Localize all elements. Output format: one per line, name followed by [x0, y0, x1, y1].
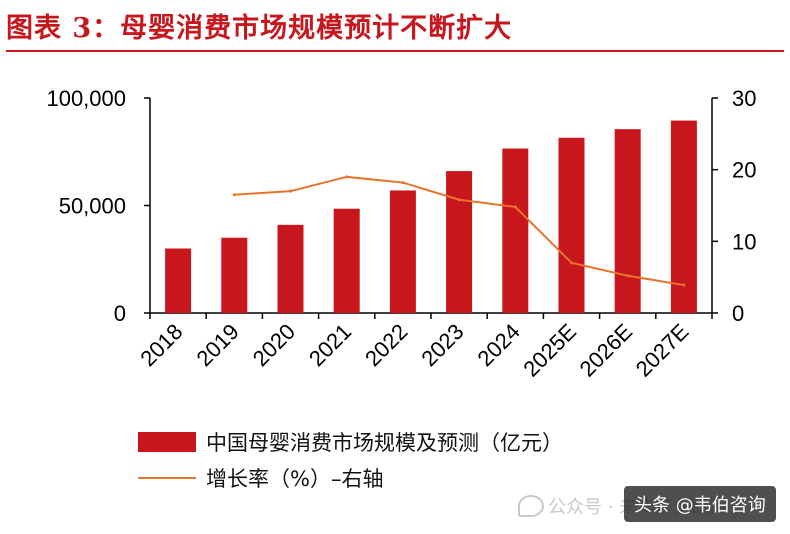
title-divider: [6, 50, 784, 52]
bar-2018: [165, 248, 192, 313]
legend-bar-label: 中国母婴消费市场规模及预测（亿元）: [206, 431, 563, 455]
bar-2022: [389, 190, 416, 313]
chart-title: 图表 3：母婴消费市场规模预计不断扩大: [6, 13, 513, 44]
right-axis-tick-label: 0: [732, 301, 744, 326]
growth-point-2024: [513, 205, 517, 209]
bar-2027E: [670, 120, 697, 313]
left-axis-tick-label: 0: [114, 301, 126, 326]
chart-legend: 中国母婴消费市场规模及预测（亿元） 增长率（%）–右轴: [138, 424, 563, 496]
legend-line-swatch: [138, 477, 196, 479]
x-axis-tick-label: 2019: [192, 319, 244, 371]
growth-point-2026E: [626, 274, 630, 278]
bar-2025E: [558, 137, 585, 313]
x-axis-tick-label: 2024: [473, 319, 525, 371]
x-axis-tick-label: 2022: [360, 319, 412, 371]
source-badge: 头条 @韦伯咨询: [624, 486, 776, 522]
bar-2019: [221, 237, 248, 313]
x-axis-tick-label: 2018: [135, 319, 187, 371]
growth-point-2023: [457, 198, 461, 202]
x-axis-tick-label: 2020: [248, 319, 300, 371]
x-axis-tick-label: 2025E: [518, 319, 581, 382]
bar-2021: [333, 208, 360, 313]
x-axis-tick-label: 2021: [304, 319, 356, 371]
right-axis-tick-label: 30: [732, 86, 756, 111]
legend-item-bar: 中国母婴消费市场规模及预测（亿元）: [138, 424, 563, 460]
legend-bar-swatch: [138, 432, 196, 452]
growth-point-2019: [232, 193, 236, 197]
legend-item-line: 增长率（%）–右轴: [138, 460, 563, 496]
growth-point-2027E: [682, 283, 686, 287]
bar-2024: [502, 148, 529, 313]
bar-2026E: [614, 129, 641, 313]
left-axis-tick-label: 100,000: [46, 86, 126, 111]
growth-point-2022: [401, 181, 405, 185]
x-axis-tick-label: 2027E: [631, 319, 694, 382]
right-axis-tick-label: 20: [732, 158, 756, 183]
left-axis-tick-label: 50,000: [59, 194, 126, 219]
right-axis-tick-label: 10: [732, 229, 756, 254]
growth-point-2021: [345, 175, 349, 179]
legend-line-label: 增长率（%）–右轴: [206, 467, 384, 491]
bar-2020: [277, 224, 304, 313]
growth-point-2020: [289, 189, 292, 193]
growth-point-2025E: [570, 261, 573, 265]
x-axis-tick-label: 2026E: [575, 319, 638, 382]
x-axis-tick-label: 2023: [416, 319, 468, 371]
bar-2023: [446, 171, 473, 313]
wechat-icon: [518, 495, 544, 517]
